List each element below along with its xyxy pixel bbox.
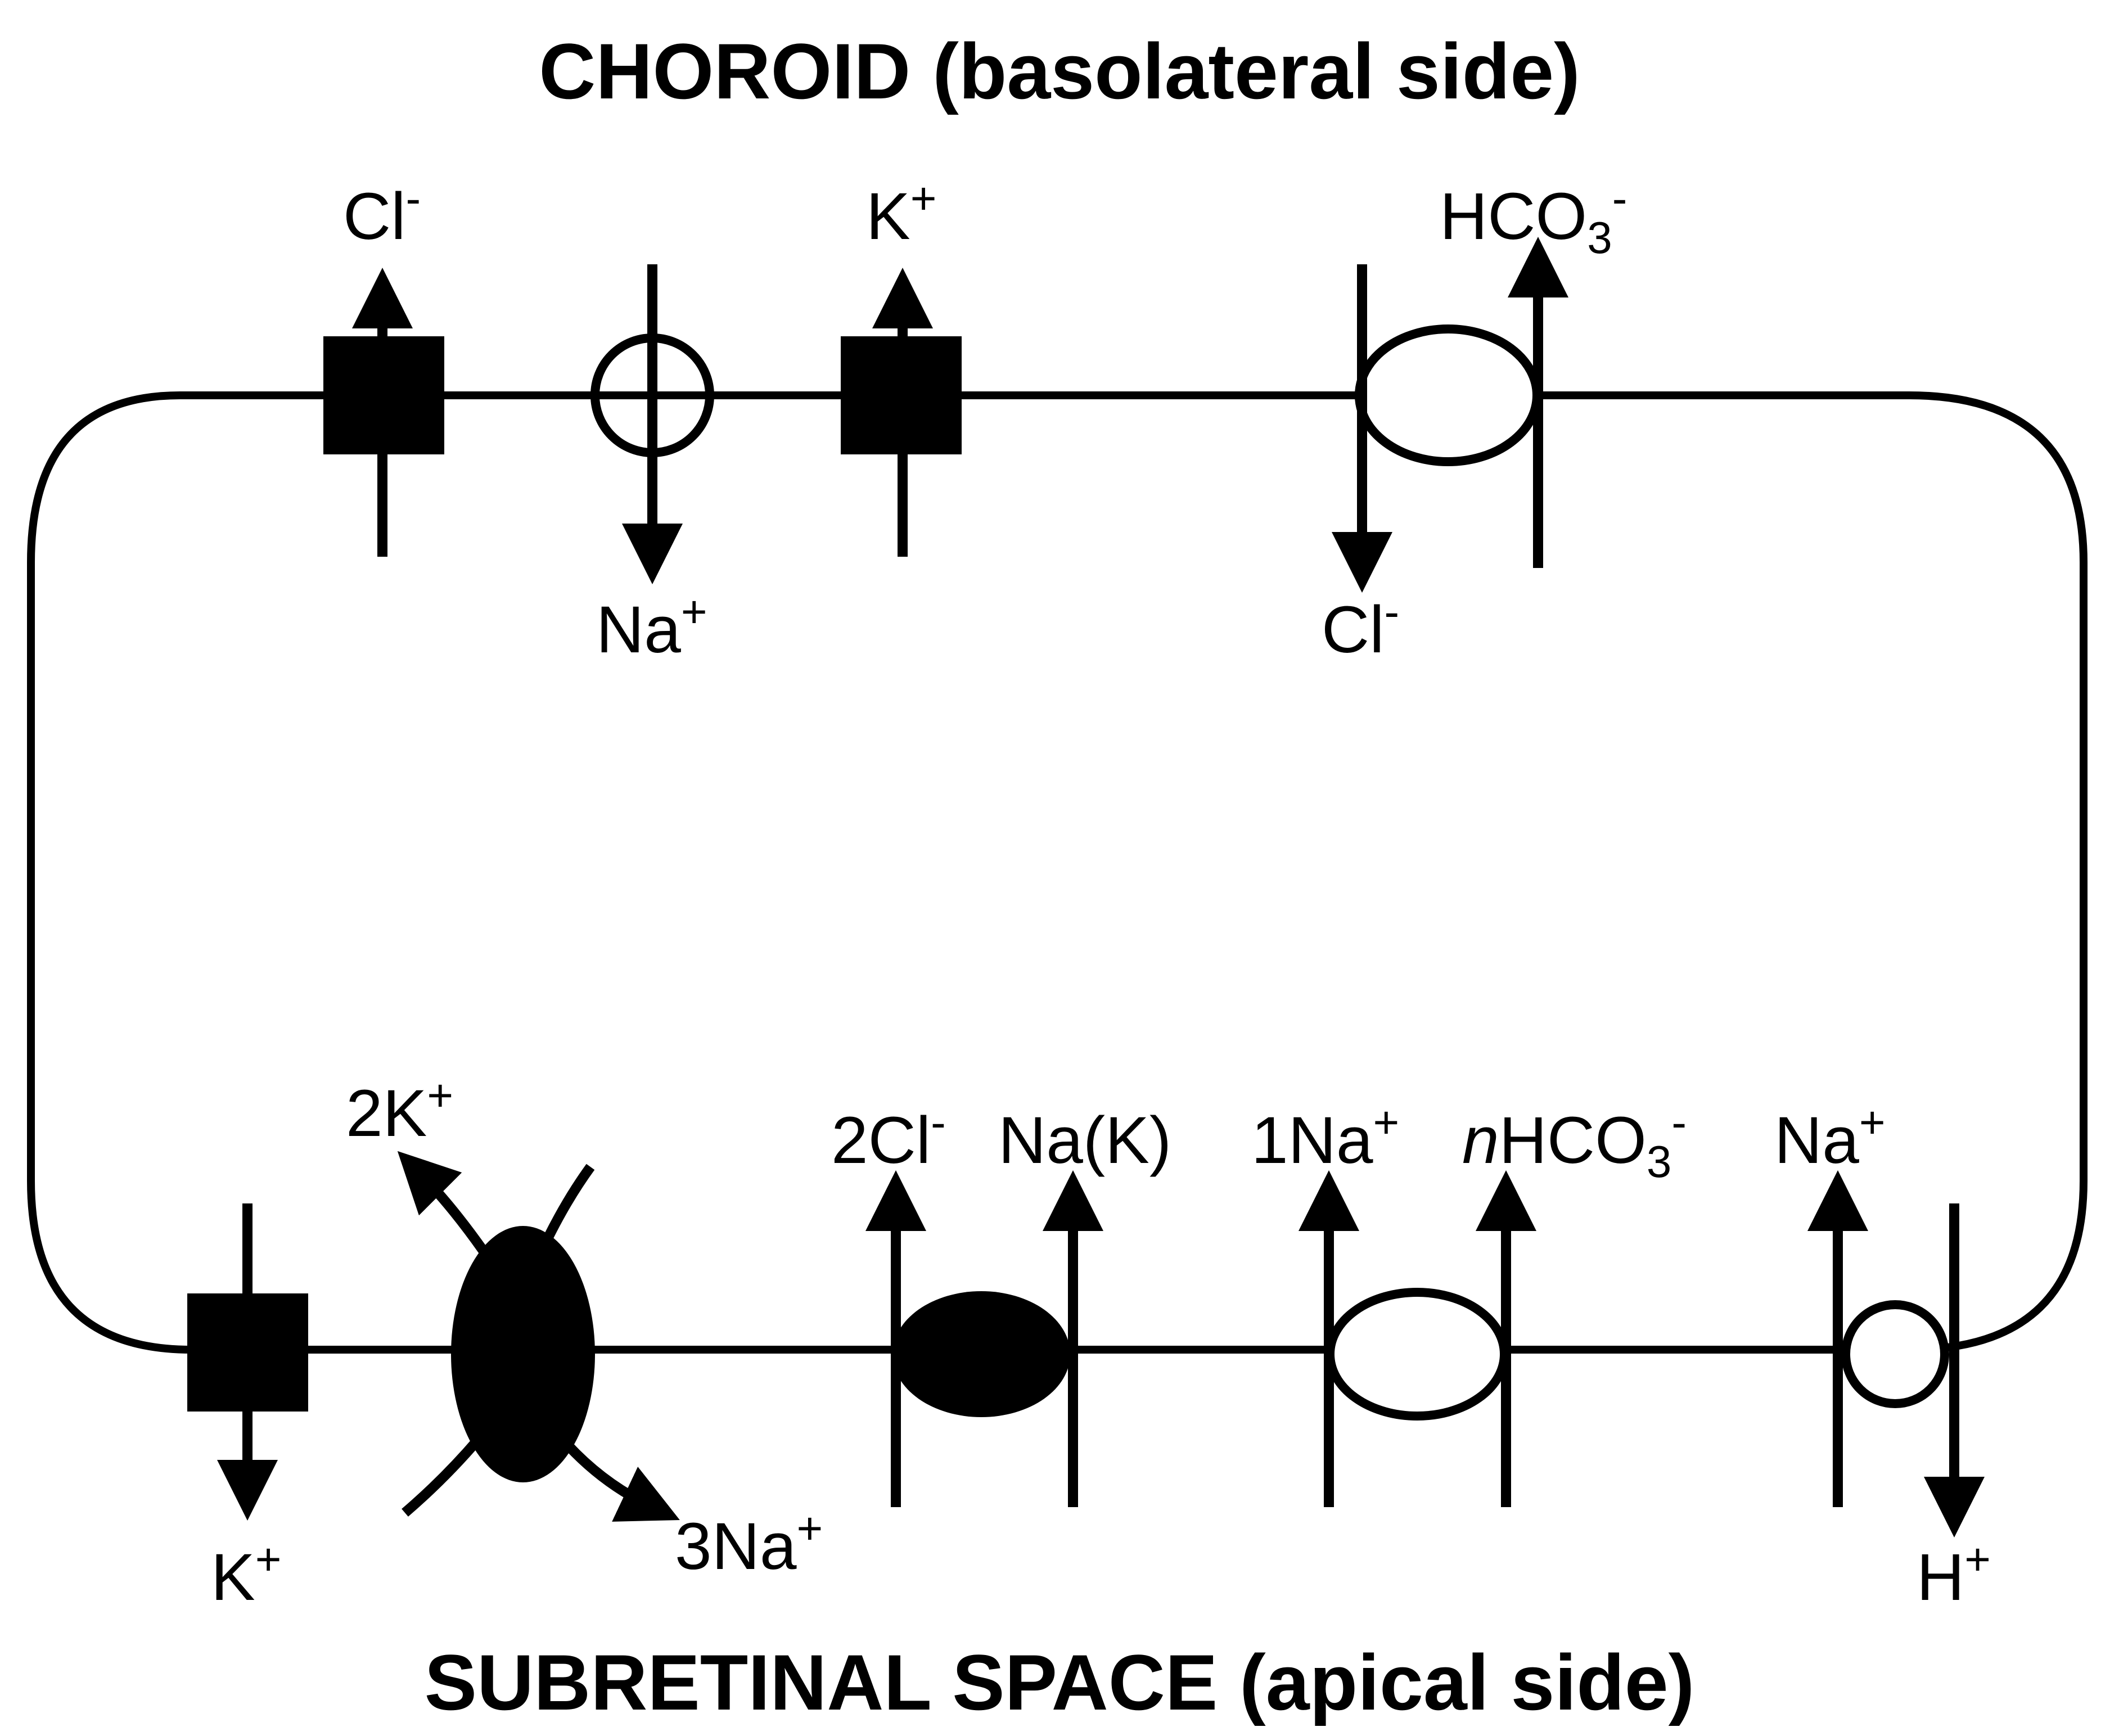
basolateral-k-channel [841,268,962,557]
apical-k-channel [187,1203,308,1521]
cell-membrane [27,391,2088,1354]
basolateral-cl-out-label: Cl- [1322,587,1399,667]
apical-nhe-exchanger [1807,1170,1985,1537]
choroid-title: CHOROID (basolateral side) [539,27,1580,115]
apical-na-k-pump [397,1151,680,1522]
basolateral-cl-hco3-exchanger [1332,237,1568,593]
basolateral-cl-label: Cl- [343,173,421,254]
basolateral-cl-channel [323,268,444,557]
apical-k-label: K+ [211,1534,281,1615]
apical-nhco3-label: nHCO3- [1462,1097,1687,1187]
basolateral-na-label: Na+ [596,587,707,667]
apical-na-label: Na+ [1774,1097,1886,1178]
apical-nbc-cotransporter [1299,1170,1536,1507]
apical-h-label: H+ [1917,1534,1991,1615]
basolateral-na-channel [590,264,714,584]
subretinal-title: SUBRETINAL SPACE (apical side) [425,1638,1695,1726]
apical-3na-label: 3Na+ [675,1503,823,1584]
basolateral-hco3-label: HCO3- [1440,173,1627,263]
apical-2k-label: 2K+ [346,1070,453,1151]
apical-2cl-label: 2Cl- [831,1097,946,1178]
apical-1na-label: 1Na+ [1251,1097,1399,1178]
apical-nkcc-cotransporter [865,1170,1103,1507]
apical-nak-label: Na(K) [998,1103,1171,1178]
basolateral-k-label: K+ [866,173,936,254]
